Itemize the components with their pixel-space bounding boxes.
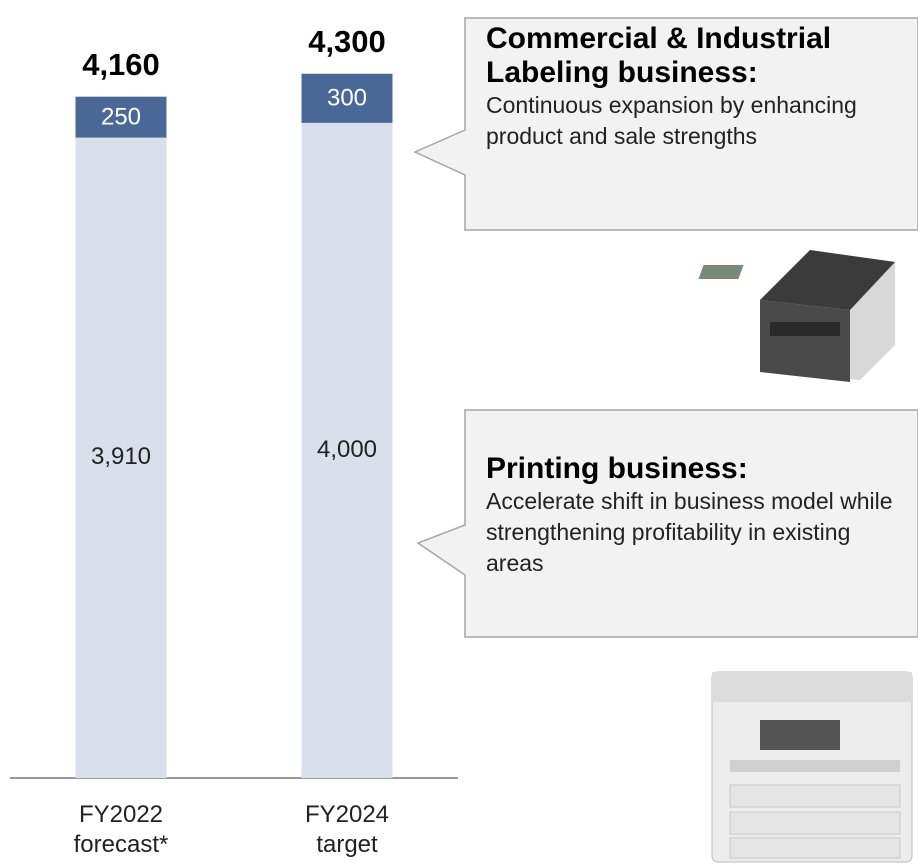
callout-title: Printing business: bbox=[486, 452, 906, 486]
total-label: 4,160 bbox=[82, 47, 160, 82]
callout: Printing business: Accelerate shift in b… bbox=[486, 452, 906, 579]
callout-text: Accelerate shift in business model while… bbox=[486, 486, 906, 579]
x-tick-label: FY2022 forecast* bbox=[61, 800, 181, 860]
callout-text: Continuous expansion by enhancing produc… bbox=[486, 90, 906, 152]
total-label: 4,300 bbox=[308, 24, 386, 59]
value-label: 4,000 bbox=[317, 436, 377, 463]
callout: Commercial & Industrial Labeling busines… bbox=[486, 22, 906, 152]
page: 3,910 250 4,160 4,000 300 4,300 Commercial & … bbox=[0, 0, 918, 867]
label-printer-image bbox=[698, 250, 895, 382]
value-label: 3,910 bbox=[91, 443, 151, 470]
value-label: 300 bbox=[327, 85, 367, 112]
inkjet-printer-image bbox=[712, 672, 912, 862]
callout-title: Commercial & Industrial Labeling busines… bbox=[486, 22, 906, 90]
x-tick-label: FY2024 target bbox=[287, 800, 407, 860]
value-label: 250 bbox=[101, 104, 141, 131]
